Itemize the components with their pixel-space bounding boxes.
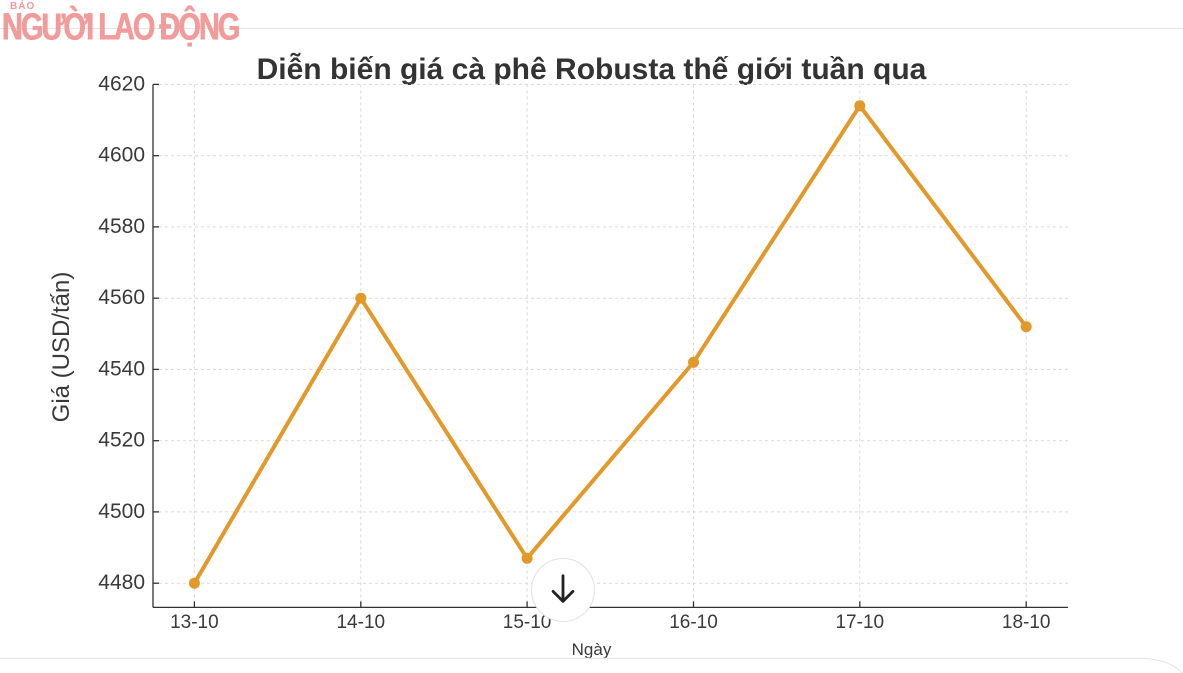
svg-text:16-10: 16-10 xyxy=(669,612,718,633)
svg-text:13-10: 13-10 xyxy=(170,612,219,633)
svg-text:4620: 4620 xyxy=(98,72,145,95)
svg-text:4600: 4600 xyxy=(98,144,145,167)
svg-text:4500: 4500 xyxy=(98,500,145,523)
svg-text:4580: 4580 xyxy=(98,215,145,238)
svg-text:4520: 4520 xyxy=(98,429,145,452)
svg-text:4480: 4480 xyxy=(98,571,145,594)
svg-text:4560: 4560 xyxy=(98,286,145,309)
svg-text:14-10: 14-10 xyxy=(336,612,385,633)
svg-text:17-10: 17-10 xyxy=(835,612,884,633)
svg-text:18-10: 18-10 xyxy=(1002,612,1051,633)
svg-text:4540: 4540 xyxy=(98,357,145,380)
